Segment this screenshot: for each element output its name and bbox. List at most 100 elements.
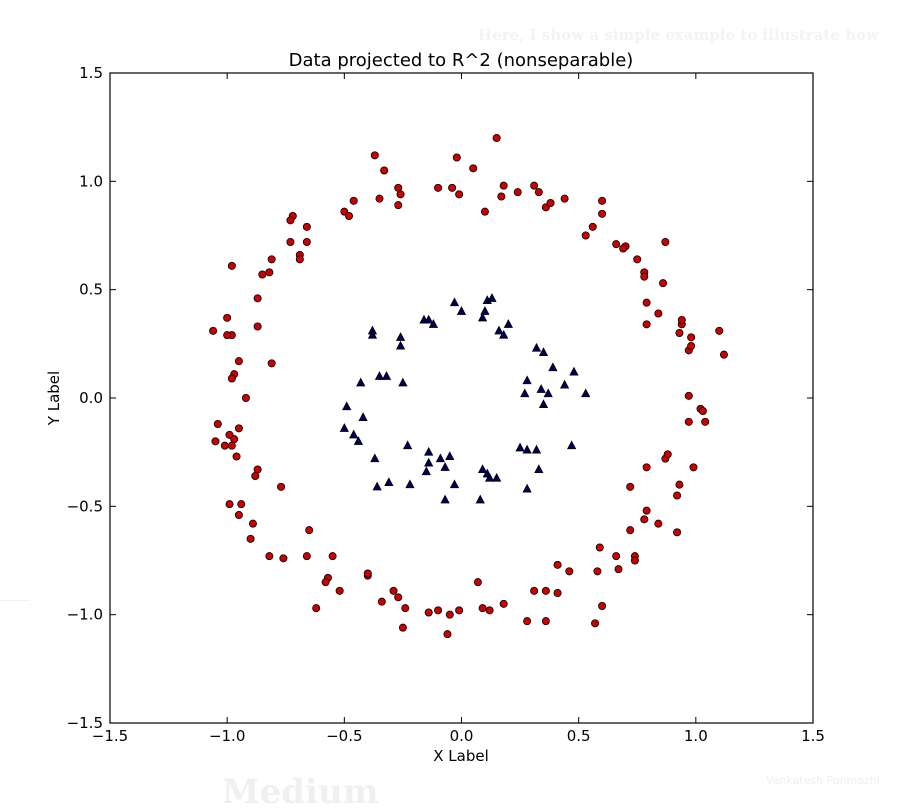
outer-ring-point xyxy=(661,237,670,246)
inner-ring-point xyxy=(536,384,546,393)
inner-ring-point xyxy=(494,325,504,335)
outer-ring-point xyxy=(469,164,478,173)
outer-ring-point xyxy=(227,441,236,450)
outer-ring-point xyxy=(642,506,651,515)
y-tick-label: 0.0 xyxy=(79,389,103,407)
data-points xyxy=(209,133,728,639)
outer-ring-point xyxy=(246,534,255,543)
outer-ring-point xyxy=(277,482,286,491)
outer-ring-point xyxy=(345,211,354,220)
y-tick-label: −1.5 xyxy=(67,714,103,732)
outer-ring-point xyxy=(541,617,550,626)
outer-ring-point xyxy=(673,528,682,537)
outer-ring-point xyxy=(654,309,663,318)
inner-ring-point xyxy=(522,375,532,385)
inner-ring-point xyxy=(522,483,532,493)
background-medium-logo: Medium xyxy=(222,772,379,812)
inner-ring-point xyxy=(421,466,431,476)
outer-ring-point xyxy=(534,188,543,197)
outer-ring-point xyxy=(394,201,403,210)
inner-ring-point xyxy=(424,457,434,467)
outer-ring-point xyxy=(227,261,236,270)
outer-ring-point xyxy=(715,326,724,335)
outer-ring-point xyxy=(499,599,508,608)
outer-ring-point xyxy=(312,604,321,613)
outer-ring-point xyxy=(698,406,707,415)
outer-ring-point xyxy=(223,313,232,322)
outer-ring-point xyxy=(530,181,539,190)
inner-ring-point xyxy=(543,388,553,398)
inner-ring-point xyxy=(569,366,579,376)
outer-ring-point xyxy=(560,194,569,203)
outer-ring-point xyxy=(640,272,649,281)
outer-ring-point xyxy=(267,359,276,368)
x-tick-label: −0.5 xyxy=(326,727,362,745)
inner-ring-point xyxy=(353,436,364,445)
inner-ring-point xyxy=(449,297,460,307)
outer-ring-point xyxy=(499,181,508,190)
outer-ring-point xyxy=(497,192,506,201)
axis-ticks: −1.5 −1.0 −0.5 0.0 0.5 1.0 1.5 −1.5 −1.0 −0.5 0.0 0… xyxy=(67,64,825,745)
outer-ring-point xyxy=(220,441,229,450)
y-tick-label: 0.5 xyxy=(79,281,103,299)
outer-ring-point xyxy=(598,196,607,205)
outer-ring-point xyxy=(443,630,452,639)
outer-ring-point xyxy=(492,133,501,142)
inner-ring-point xyxy=(428,319,439,328)
inner-ring-point xyxy=(538,399,549,408)
outer-ring-point xyxy=(598,209,607,218)
outer-ring-point xyxy=(675,328,684,337)
outer-ring-point xyxy=(213,419,222,428)
inner-ring-point xyxy=(480,306,490,315)
inner-ring-point xyxy=(440,462,450,471)
inner-ring-point xyxy=(503,319,513,328)
outer-ring-point xyxy=(546,198,555,207)
outer-ring-point xyxy=(673,491,682,500)
outer-ring-point xyxy=(684,391,693,400)
outer-ring-point xyxy=(553,589,562,598)
outer-ring-point xyxy=(401,604,410,613)
outer-ring-point xyxy=(523,617,532,626)
inner-ring-point xyxy=(356,377,366,387)
inner-ring-point xyxy=(492,472,502,482)
outer-ring-point xyxy=(335,586,344,595)
outer-ring-point xyxy=(719,350,728,359)
inner-ring-point xyxy=(520,388,530,398)
outer-ring-point xyxy=(349,196,358,205)
outer-ring-point xyxy=(541,586,550,595)
background-author-text: Venkatesh Ponmozhi xyxy=(766,774,880,787)
outer-ring-point xyxy=(612,552,621,561)
inner-ring-point xyxy=(402,440,413,450)
outer-ring-point xyxy=(677,315,686,324)
outer-ring-point xyxy=(370,151,379,160)
inner-ring-point xyxy=(534,464,544,473)
inner-ring-point xyxy=(475,494,485,504)
outer-ring-point xyxy=(642,298,651,307)
outer-ring-point xyxy=(394,593,403,602)
outer-ring-point xyxy=(234,357,243,366)
outer-ring-point xyxy=(295,255,304,264)
x-tick-label: −1.0 xyxy=(209,727,245,745)
x-tick-label: −1.5 xyxy=(92,727,128,745)
outer-ring-point xyxy=(455,606,464,615)
outer-ring-point xyxy=(424,608,433,617)
outer-ring-point xyxy=(633,255,642,264)
outer-ring-point xyxy=(530,586,539,595)
outer-ring-point xyxy=(626,526,635,535)
outer-ring-point xyxy=(663,450,672,459)
outer-ring-point xyxy=(588,222,597,231)
outer-ring-point xyxy=(380,166,389,175)
outer-ring-point xyxy=(328,552,337,561)
outer-ring-point xyxy=(689,463,698,472)
inner-ring-point xyxy=(395,340,406,350)
x-tick-label: 0.0 xyxy=(450,727,474,745)
inner-ring-point xyxy=(484,472,495,482)
chart-title: Data projected to R^2 (nonseparable) xyxy=(289,50,634,71)
inner-ring-point xyxy=(499,329,509,339)
outer-ring-point xyxy=(445,610,454,619)
inner-ring-point xyxy=(405,479,415,489)
outer-ring-point xyxy=(659,279,668,288)
inner-ring-point xyxy=(515,442,525,452)
outer-ring-point xyxy=(630,556,639,565)
